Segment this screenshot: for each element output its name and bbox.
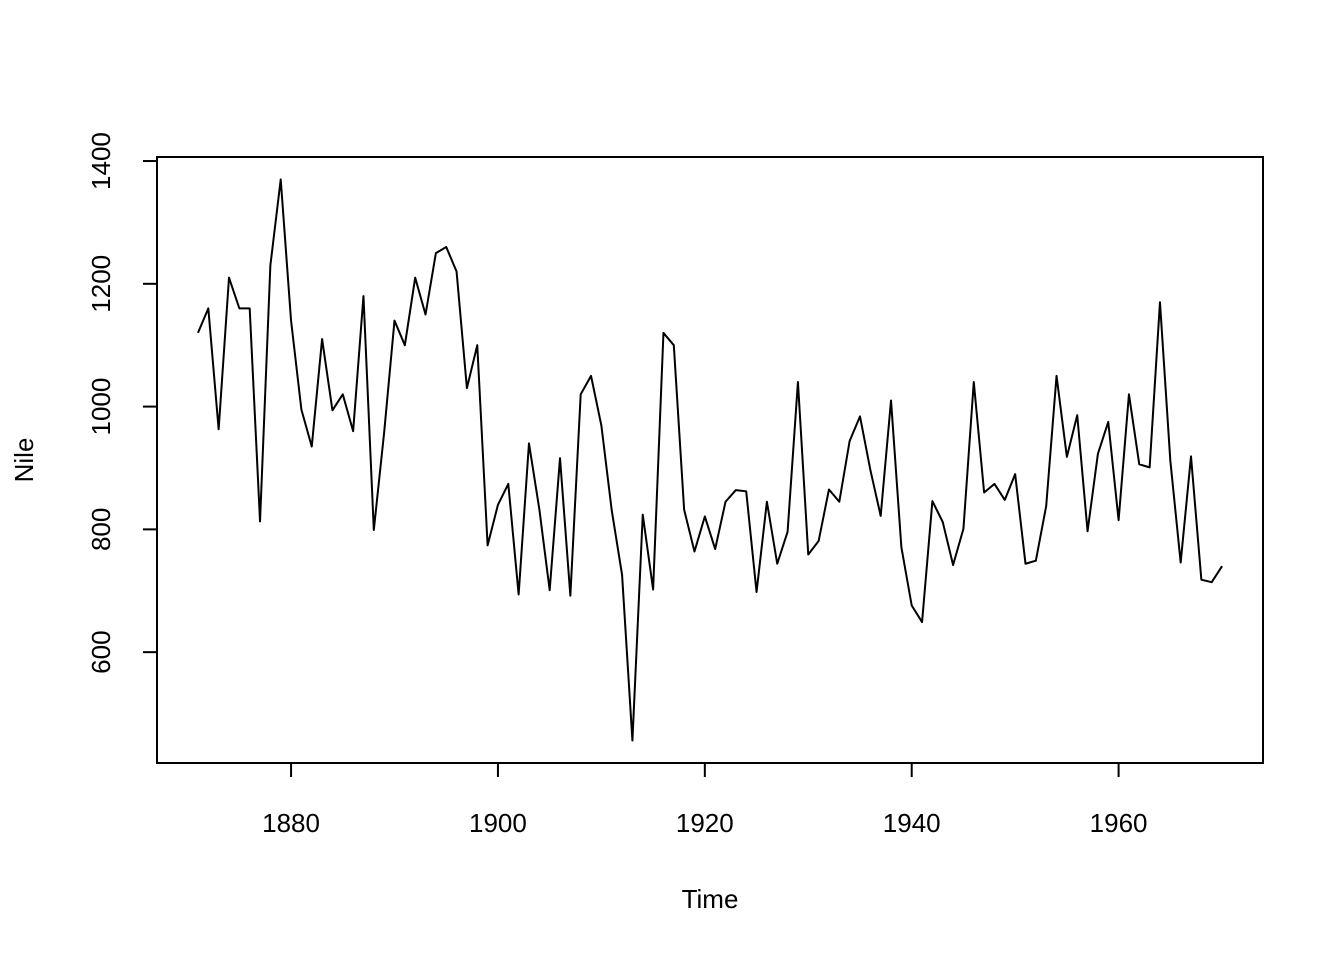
data-line: [197, 178, 1223, 742]
y-tick-label: 600: [86, 630, 116, 673]
x-axis-label: Time: [682, 884, 739, 914]
x-tick-label: 1940: [883, 808, 941, 838]
y-axis-label: Nile: [9, 438, 39, 483]
y-tick-label: 1000: [86, 378, 116, 436]
y-tick-label: 1400: [86, 132, 116, 190]
x-tick-label: 1920: [676, 808, 734, 838]
x-tick-label: 1960: [1090, 808, 1148, 838]
y-tick-label: 800: [86, 508, 116, 551]
x-tick-label: 1880: [262, 808, 320, 838]
x-tick-label: 1900: [469, 808, 527, 838]
y-tick-label: 1200: [86, 255, 116, 313]
